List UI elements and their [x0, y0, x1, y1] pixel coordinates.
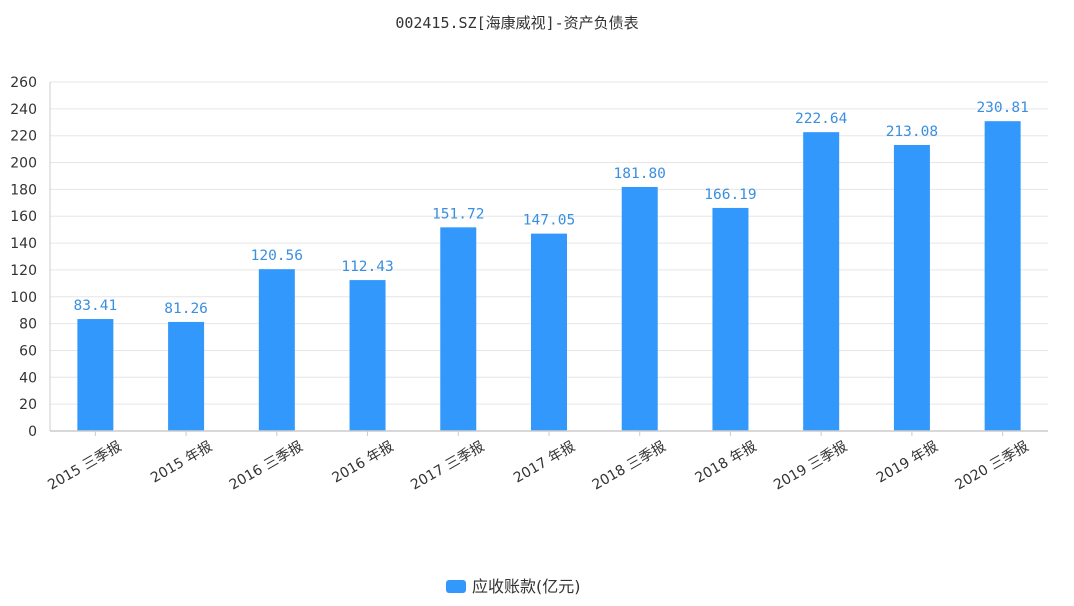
x-tick-label: 2016 三季报	[227, 439, 306, 494]
bar[interactable]	[893, 144, 930, 431]
y-tick-label: 140	[10, 236, 37, 252]
bar[interactable]	[531, 233, 567, 431]
x-tick-label: 2015 年报	[148, 439, 215, 487]
bar[interactable]	[77, 319, 114, 431]
bar-series	[77, 121, 1021, 432]
x-tick-label: 2019 年报	[874, 439, 941, 487]
x-tick-label: 2019 三季报	[771, 439, 850, 494]
data-label: 83.41	[74, 298, 118, 314]
y-tick-label: 60	[19, 343, 37, 359]
legend[interactable]: 应收账款(亿元)	[446, 577, 581, 596]
bar[interactable]	[349, 280, 386, 431]
y-tick-label: 200	[10, 156, 37, 172]
y-tick-label: 260	[10, 75, 37, 91]
data-label: 112.43	[341, 259, 393, 275]
y-tick-label: 100	[10, 290, 37, 306]
x-tick-label: 2017 三季报	[408, 439, 487, 494]
data-label: 181.80	[614, 166, 666, 182]
x-tick-label: 2016 年报	[330, 439, 397, 487]
y-tick-label: 240	[10, 102, 37, 118]
y-axis: 0 20 40 60 80 100 120 140 160 180 200 220 240 260	[10, 75, 51, 440]
y-tick-label: 120	[10, 263, 37, 279]
y-tick-label: 80	[19, 317, 37, 333]
legend-swatch[interactable]	[446, 580, 466, 593]
x-axis: 2015 三季报 2015 年报 2016 三季报 2016 年报 2017 三季报 20…	[45, 430, 1048, 494]
x-tick-label: 2017 年报	[511, 439, 578, 487]
data-label: 151.72	[432, 206, 484, 222]
bar[interactable]	[621, 186, 658, 431]
y-tick-label: 220	[10, 129, 37, 145]
y-tick-label: 40	[19, 370, 37, 386]
data-label: 166.19	[704, 187, 756, 203]
bar[interactable]	[440, 227, 477, 431]
data-label: 120.56	[251, 248, 303, 264]
bar[interactable]	[258, 269, 295, 431]
bar[interactable]	[712, 207, 749, 431]
data-label: 213.08	[886, 124, 938, 140]
data-labels: 83.41 81.26 120.56 112.43 151.72 147.05 181.80…	[74, 100, 1029, 317]
data-label: 147.05	[523, 213, 575, 229]
x-tick-label: 2018 年报	[692, 439, 759, 487]
x-tick-label: 2015 三季报	[45, 439, 124, 494]
y-tick-label: 160	[10, 209, 37, 225]
legend-label[interactable]: 应收账款(亿元)	[472, 577, 581, 596]
data-label: 230.81	[976, 100, 1028, 116]
data-label: 81.26	[164, 301, 208, 317]
x-tick-label: 2018 三季报	[590, 439, 669, 494]
bar[interactable]	[168, 321, 205, 431]
y-tick-label: 0	[28, 424, 37, 440]
chart-title: 002415.SZ[海康威视]-资产负债表	[395, 14, 638, 32]
data-label: 222.64	[795, 111, 848, 127]
y-tick-label: 180	[10, 182, 37, 198]
y-tick-label: 20	[19, 397, 37, 413]
bar[interactable]	[984, 121, 1021, 432]
bar[interactable]	[803, 132, 840, 431]
x-tick-label: 2020 三季报	[953, 439, 1032, 494]
